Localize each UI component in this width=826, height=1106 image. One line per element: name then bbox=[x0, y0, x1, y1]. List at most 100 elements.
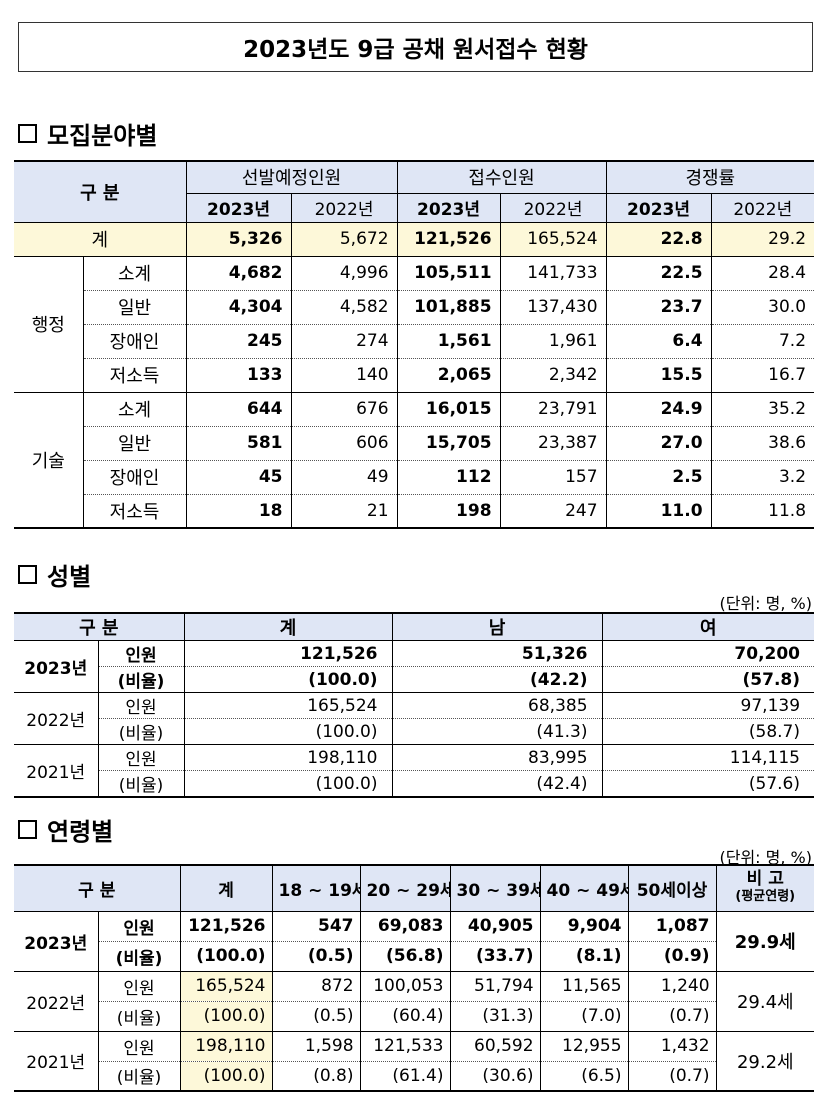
header-year: 2023년 bbox=[186, 193, 292, 223]
cell: 165,524 bbox=[183, 692, 393, 719]
table-header-row: 2023년 2022년 2023년 2022년 2023년 2022년 bbox=[14, 193, 815, 223]
cell: 4,304 bbox=[185, 290, 292, 325]
header-col: 50세이상 bbox=[627, 865, 717, 912]
cell: (100.0) bbox=[179, 1001, 273, 1032]
cell: 137,430 bbox=[499, 290, 607, 325]
cell: 606 bbox=[290, 426, 398, 461]
cell: 114,115 bbox=[601, 744, 815, 771]
cell: 6.4 bbox=[605, 324, 712, 359]
table-row: 2023년 인원 121,526 547 69,083 40,905 9,904… bbox=[14, 911, 815, 972]
cell: 68,385 bbox=[391, 692, 603, 719]
cell: 3.2 bbox=[710, 460, 815, 495]
row-label: (비율) bbox=[98, 770, 185, 797]
table-row: 2021년 인원 198,110 83,995 114,115 bbox=[14, 744, 815, 797]
table-row: 2022년 인원 165,524 872 100,053 51,794 11,5… bbox=[14, 971, 815, 1032]
year-label: 2023년 bbox=[14, 911, 99, 972]
cell: (7.0) bbox=[539, 1001, 629, 1032]
cell: 11.0 bbox=[605, 494, 712, 528]
cell: 29.2 bbox=[710, 222, 815, 257]
row-label: 저소득 bbox=[83, 358, 187, 393]
cell: (6.5) bbox=[539, 1061, 629, 1091]
cell: 12,955 bbox=[539, 1031, 629, 1062]
cell: 581 bbox=[185, 426, 292, 461]
header-year: 2022년 bbox=[290, 193, 398, 223]
table-row: 일반 4,304 4,582 101,885 137,430 23.7 30.0 bbox=[14, 290, 815, 325]
year-label: 2021년 bbox=[14, 1031, 99, 1091]
row-label: (비율) bbox=[98, 941, 181, 972]
cell: 9,904 bbox=[539, 911, 629, 942]
table-row: 저소득 18 21 198 247 11.0 11.8 bbox=[14, 494, 815, 528]
cell: 100,053 bbox=[359, 971, 451, 1002]
header-year: 2022년 bbox=[499, 193, 607, 223]
cell: 121,533 bbox=[359, 1031, 451, 1062]
header-col: 18 ~ 19세 bbox=[271, 865, 361, 912]
section-heading-label: 성별 bbox=[47, 563, 92, 591]
cell: (0.7) bbox=[627, 1061, 717, 1091]
cell: 4,682 bbox=[185, 256, 292, 291]
table-row: (비율) (100.0) (0.8) (61.4) (30.6) (6.5) (… bbox=[14, 1061, 814, 1091]
cell: 101,885 bbox=[396, 290, 501, 325]
section-heading-age: 연령별 bbox=[18, 812, 113, 847]
cell: 121,526 bbox=[183, 640, 393, 667]
row-label: (비율) bbox=[98, 1061, 181, 1091]
cell: 2.5 bbox=[605, 460, 712, 495]
header-year: 2022년 bbox=[710, 193, 815, 223]
header-note: 비 고 (평균연령) bbox=[715, 865, 815, 912]
header-col: 40 ~ 49세 bbox=[539, 865, 629, 912]
cell: 165,524 bbox=[499, 222, 607, 257]
row-label: 일반 bbox=[83, 290, 187, 325]
cell: (61.4) bbox=[359, 1061, 451, 1091]
cell: 676 bbox=[290, 392, 398, 427]
average-age: 29.4세 bbox=[715, 971, 815, 1032]
cell: 27.0 bbox=[605, 426, 712, 461]
cell: (30.6) bbox=[449, 1061, 541, 1091]
header-note-label: 비 고 bbox=[746, 869, 784, 890]
cell: (100.0) bbox=[179, 941, 273, 972]
table-row: (비율) (100.0) (0.5) (60.4) (31.3) (7.0) (… bbox=[14, 1001, 814, 1032]
cell: 1,240 bbox=[627, 971, 717, 1002]
cell: 15,705 bbox=[396, 426, 501, 461]
row-label: 계 bbox=[14, 222, 187, 257]
unit-note: (단위: 명, %) bbox=[719, 848, 813, 867]
header-group: 경쟁률 bbox=[605, 161, 815, 194]
cell: 11,565 bbox=[539, 971, 629, 1002]
table-row: (비율) (100.0) (0.5) (56.8) (33.7) (8.1) (… bbox=[14, 941, 814, 972]
header-note-sub: (평균연령) bbox=[735, 889, 796, 905]
cell: 51,326 bbox=[391, 640, 603, 667]
cell: 16.7 bbox=[710, 358, 815, 393]
cell: 141,733 bbox=[499, 256, 607, 291]
year-label: 2021년 bbox=[14, 744, 99, 797]
cell: 97,139 bbox=[601, 692, 815, 719]
cell: 11.8 bbox=[710, 494, 815, 528]
table-row: 저소득 133 140 2,065 2,342 15.5 16.7 bbox=[14, 358, 815, 393]
row-label: 소계 bbox=[82, 392, 187, 427]
table-header-row: 구 분 계 남 여 bbox=[14, 613, 815, 641]
cell: (33.7) bbox=[449, 941, 541, 972]
header-col: 30 ~ 39세 bbox=[449, 865, 541, 912]
square-bullet-icon bbox=[18, 124, 37, 143]
table-row: (비율) (100.0) (41.3) (58.7) bbox=[14, 718, 815, 745]
cell: 872 bbox=[271, 971, 361, 1002]
cell: 23.7 bbox=[605, 290, 712, 325]
cell: 105,511 bbox=[396, 256, 501, 291]
cell: 1,432 bbox=[627, 1031, 717, 1062]
cell: 18 bbox=[185, 494, 292, 528]
cell: 16,015 bbox=[396, 392, 501, 427]
row-label: 인원 bbox=[97, 971, 181, 1002]
cell: 51,794 bbox=[449, 971, 541, 1002]
cell: 1,561 bbox=[396, 324, 501, 359]
header-group: 선발예정인원 bbox=[185, 161, 398, 194]
cell: (100.0) bbox=[183, 666, 393, 693]
page-title: 2023년도 9급 공채 원서접수 현황 bbox=[18, 22, 813, 72]
section-heading-gender: 성별 bbox=[18, 557, 91, 592]
table-header-row: 구 분 선발예정인원 접수인원 경쟁률 bbox=[14, 161, 815, 223]
cell: 112 bbox=[396, 460, 501, 495]
cell: 15.5 bbox=[605, 358, 712, 393]
group-label: 기술 bbox=[14, 392, 84, 528]
table-row: (비율) (100.0) (42.4) (57.6) bbox=[14, 770, 815, 797]
cell: (100.0) bbox=[179, 1061, 273, 1091]
cell: 45 bbox=[185, 460, 292, 495]
cell: 23,791 bbox=[499, 392, 607, 427]
year-label: 2023년 bbox=[14, 640, 99, 693]
cell: (100.0) bbox=[183, 770, 393, 797]
